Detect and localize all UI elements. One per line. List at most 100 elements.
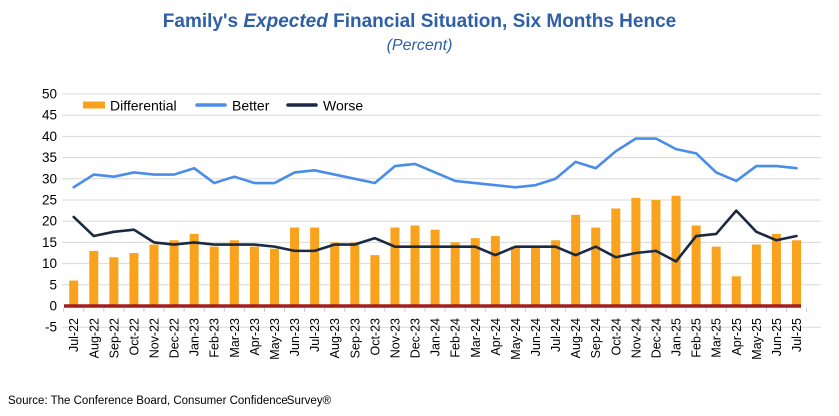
x-tick-label: Dec-23 (409, 318, 423, 358)
differential-bar (330, 242, 340, 306)
differential-bar (149, 244, 159, 306)
chart-title: Family's Expected Financial Situation, S… (0, 11, 839, 33)
differential-bar (69, 280, 79, 306)
x-tick-label: May-25 (750, 318, 764, 360)
differential-bar (129, 253, 139, 306)
legend-label-worse: Worse (323, 98, 363, 114)
x-tick-label: Nov-23 (388, 318, 402, 358)
x-tick-label: Aug-22 (87, 318, 101, 358)
differential-bar (290, 227, 300, 306)
differential-bar (751, 244, 761, 306)
differential-bar (269, 248, 279, 306)
x-tick-label: Jun-23 (288, 318, 302, 356)
source-text: Source: The Conference Board, Consumer C… (8, 395, 288, 407)
differential-bar (209, 246, 219, 306)
y-tick-label: 35 (42, 150, 57, 165)
x-tick-label: Sep-23 (348, 318, 362, 358)
differential-bar (410, 225, 420, 306)
x-tick-label: Oct-23 (368, 318, 382, 356)
x-tick-label: Apr-25 (730, 318, 744, 356)
differential-bar (350, 242, 360, 306)
x-tick-label: Aug-23 (328, 318, 342, 358)
legend-label-differential: Differential (110, 98, 177, 114)
y-tick-label: 20 (42, 214, 57, 229)
legend-label-better: Better (232, 98, 270, 114)
x-tick-label: Jul-24 (549, 318, 563, 352)
x-tick-label: Feb-23 (208, 318, 222, 358)
y-tick-label: 45 (42, 108, 57, 123)
better-line (72, 137, 798, 189)
differential-bar (430, 229, 440, 306)
x-tick-label: Oct-22 (127, 318, 141, 356)
y-tick-label: -5 (45, 320, 57, 335)
x-tick-label: Apr-24 (489, 318, 503, 356)
x-tick-label: Mar-23 (228, 318, 242, 358)
chart-title-suffix: Financial Situation, Six Months Hence (333, 11, 677, 32)
differential-bar (370, 255, 380, 306)
differential-bar (490, 236, 500, 306)
y-tick-label: 25 (42, 193, 57, 208)
differential-bar (671, 195, 681, 306)
y-tick-label: 30 (42, 171, 57, 186)
x-tick-label: Jan-23 (188, 318, 202, 356)
x-tick-label: Sep-22 (107, 318, 121, 358)
x-tick-label: Jun-24 (529, 318, 543, 356)
worse-line (72, 209, 798, 263)
differential-bar (249, 246, 259, 306)
x-tick-label: Aug-24 (569, 318, 583, 358)
y-tick-label: 15 (42, 235, 57, 250)
x-tick-label: Mar-25 (710, 318, 724, 358)
survey-trademark-text: Survey® (286, 395, 332, 407)
differential-bar (189, 233, 199, 306)
x-tick-label: Oct-24 (609, 318, 623, 356)
x-tick-label: Feb-24 (449, 318, 463, 358)
differential-bar (591, 227, 601, 306)
x-tick-label: Feb-25 (690, 318, 704, 358)
differential-bar (470, 238, 480, 306)
y-tick-label: 40 (42, 129, 57, 144)
differential-bar (731, 276, 741, 306)
differential-bar (711, 246, 721, 306)
differential-bar (450, 242, 460, 306)
chart-title-emphasis: Expected (243, 11, 328, 32)
differential-bar (390, 227, 400, 306)
differential-bar (571, 214, 581, 306)
x-tick-label: May-23 (268, 318, 282, 360)
differential-bar (109, 257, 119, 306)
x-tick-label: Jul-22 (67, 318, 81, 352)
differential-bar (530, 246, 540, 306)
y-tick-label: 5 (49, 277, 57, 292)
x-tick-label: Jul-23 (308, 318, 322, 352)
x-tick-label: Dec-22 (168, 318, 182, 358)
differential-bar (771, 233, 781, 306)
differential-bar (551, 240, 561, 306)
y-tick-label: 50 (42, 87, 57, 102)
legend-swatch-differential (83, 101, 105, 109)
differential-bar (169, 240, 179, 306)
x-tick-label: Mar-24 (469, 318, 483, 358)
x-tick-label: Jan-25 (670, 318, 684, 356)
differential-bar (229, 240, 239, 306)
x-tick-label: Jul-25 (790, 318, 804, 352)
chart-subtitle: (Percent) (386, 37, 453, 54)
x-tick-label: Nov-22 (148, 318, 162, 358)
x-tick-label: Jan-24 (429, 318, 443, 356)
x-tick-label: Dec-24 (649, 318, 663, 358)
chart-title-prefix: Family's (162, 11, 239, 32)
x-tick-label: Apr-23 (248, 318, 262, 356)
differential-bar (691, 225, 701, 306)
x-tick-label: May-24 (509, 318, 523, 360)
differential-bar (89, 250, 99, 306)
source-note: Source: The Conference Board, Consumer C… (8, 395, 331, 407)
differential-bar (792, 240, 802, 306)
differential-bar (651, 200, 661, 306)
x-tick-label: Sep-24 (589, 318, 603, 358)
y-tick-label: 10 (42, 256, 57, 271)
differential-bar (510, 246, 520, 306)
x-tick-label: Nov-24 (629, 318, 643, 358)
x-tick-label: Jun-25 (770, 318, 784, 356)
differential-bar (310, 227, 320, 306)
y-tick-label: 0 (49, 299, 57, 314)
